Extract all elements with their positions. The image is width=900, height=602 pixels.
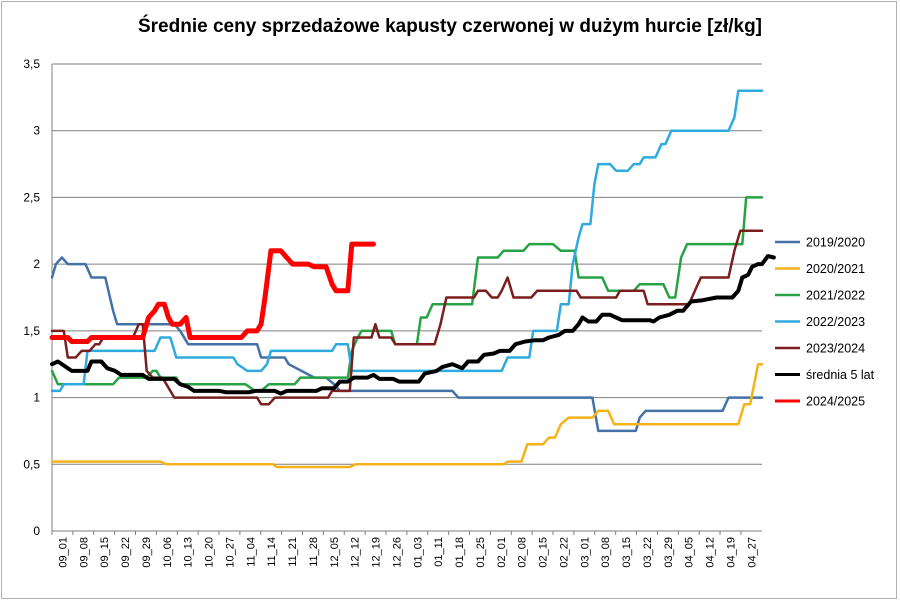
x-tick-label: 10_06	[162, 537, 174, 568]
x-tick-label: 12_19	[371, 537, 383, 568]
x-tick-label: 12_05	[329, 537, 341, 568]
y-tick-label: 1	[33, 391, 40, 405]
x-tick-label: 09_22	[120, 537, 132, 568]
x-tick-label: 09_01	[57, 537, 69, 568]
x-tick-label: 10_20	[204, 537, 216, 568]
chart-title: Średnie ceny sprzedażowe kapusty czerwon…	[137, 16, 762, 37]
y-tick-label: 3	[33, 124, 40, 138]
y-tick-label: 3,5	[23, 57, 40, 71]
x-tick-label: 03_15	[621, 537, 633, 568]
x-tick-label: 09_08	[78, 537, 90, 568]
x-axis-ticks: 09_01 09_08 09_15 09_22 09_29 10_06 10_13 10_20…	[51, 531, 758, 568]
x-tick-label: 11_14	[266, 537, 278, 567]
x-tick-label: 09_29	[141, 537, 153, 568]
x-tick-label: 03_08	[600, 537, 612, 568]
series-line	[50, 254, 776, 396]
legend: 2019/2020 2020/2021 2021/2022 2022/2023 2023…	[775, 236, 875, 409]
y-tick-label: 0,5	[23, 457, 40, 471]
series-line	[50, 89, 764, 393]
x-tick-label: 04_19	[725, 537, 737, 568]
x-tick-label: 02_08	[517, 537, 529, 568]
y-axis-ticks: 0 0,5 1 1,5 2 2,5 3 3,5	[23, 57, 40, 538]
x-tick-label: 11_28	[308, 537, 320, 567]
series-line	[50, 229, 764, 406]
y-tick-label: 1,5	[23, 324, 40, 338]
x-tick-label: 10_27	[224, 537, 236, 568]
x-tick-label: 03_01	[579, 537, 591, 568]
legend-label: 2023/2024	[806, 342, 865, 356]
x-tick-label: 03_29	[663, 537, 675, 568]
legend-label: 2024/2025	[806, 395, 865, 409]
x-tick-label: 01_18	[454, 537, 466, 568]
x-tick-label: 12_26	[391, 537, 403, 568]
series-line	[50, 362, 764, 469]
y-tick-label: 2	[33, 257, 40, 271]
legend-label: 2021/2022	[806, 289, 865, 303]
x-tick-label: 11_21	[287, 537, 299, 567]
series-line	[50, 256, 764, 433]
x-tick-label: 04_05	[684, 537, 696, 568]
x-tick-label: 04_12	[705, 537, 717, 568]
x-tick-label: 02_22	[558, 537, 570, 568]
legend-label: 2020/2021	[806, 262, 865, 276]
y-tick-label: 0	[33, 524, 40, 538]
x-tick-label: 12_12	[350, 537, 362, 568]
y-tick-label: 2,5	[23, 190, 40, 204]
x-tick-label: 01_11	[433, 537, 445, 567]
x-tick-label: 03_22	[642, 537, 654, 568]
x-tick-label: 09_15	[99, 537, 111, 568]
legend-label: 2019/2020	[806, 236, 865, 250]
x-tick-label: 10_13	[183, 537, 195, 568]
x-tick-label: 11_04	[245, 537, 257, 567]
legend-label: średnia 5 lat	[806, 368, 875, 382]
grid-lines	[51, 63, 762, 532]
legend-label: 2022/2023	[806, 315, 865, 329]
x-tick-label: 04_27	[746, 537, 758, 568]
series-lines	[49, 89, 776, 469]
x-tick-label: 02_01	[496, 537, 508, 568]
series-line	[50, 196, 764, 393]
x-tick-label: 01_25	[475, 537, 487, 568]
series-line	[49, 241, 376, 344]
x-tick-label: 02_15	[538, 537, 550, 568]
x-tick-label: 01_03	[412, 537, 424, 568]
